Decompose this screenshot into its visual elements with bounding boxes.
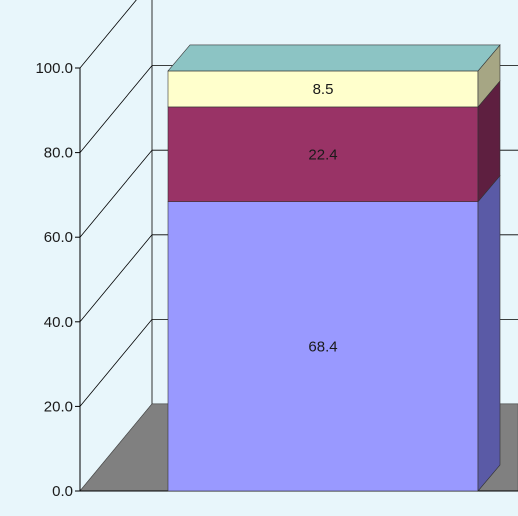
gridline-diagonal — [79, 319, 153, 407]
y-tick-label: 80.0 — [44, 145, 73, 162]
bar-segment-front-1 — [167, 106, 479, 202]
data-label-1: 22.4 — [308, 146, 337, 163]
y-tick-label: 20.0 — [44, 398, 73, 415]
data-label-0: 68.4 — [308, 338, 337, 355]
bar-segment-side-0 — [477, 174, 501, 492]
bar-top-cap — [167, 44, 501, 72]
y-tick-label: 40.0 — [44, 314, 73, 331]
data-label-2: 8.5 — [313, 81, 334, 98]
bar-stack — [167, 44, 501, 492]
gridline-diagonal — [79, 234, 153, 323]
gridline-diagonal — [79, 149, 153, 238]
y-tick-label: 60.0 — [44, 229, 73, 246]
gridline-diagonal — [79, 65, 153, 153]
y-tick-label: 0.0 — [52, 483, 73, 500]
data-labels: 68.4 22.4 8.5 — [308, 81, 337, 355]
gridline-diagonal — [79, 0, 137, 69]
bar-segment-front-2 — [167, 70, 479, 108]
y-axis: 0.0 20.0 40.0 60.0 80.0 100.0 — [35, 60, 518, 500]
y-tick-label: 100.0 — [35, 60, 73, 77]
